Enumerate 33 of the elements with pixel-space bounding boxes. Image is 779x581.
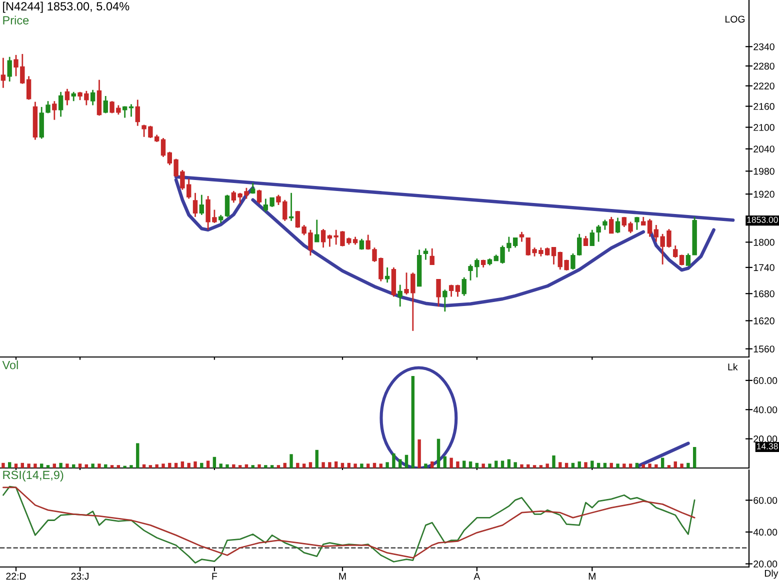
x-tick-label: M <box>339 572 346 580</box>
y-tick-label: 40.00 <box>753 528 778 536</box>
text: Dly <box>764 570 778 579</box>
y-tick-label: 2100 <box>754 124 774 131</box>
x-tick-label: F <box>212 572 218 580</box>
text: Price <box>3 16 29 24</box>
text: 14.38 <box>756 443 778 450</box>
y-axis-title: Lk <box>728 363 738 370</box>
chart-title: [N4244] 1853.00, 5.04% <box>3 2 130 13</box>
y-tick-label: 2220 <box>754 82 774 90</box>
x-tick-label: 23:J <box>71 572 88 580</box>
annotation: LOG <box>726 16 745 23</box>
x-tick-label: A <box>474 572 480 580</box>
y-tick-label: 1980 <box>754 168 774 175</box>
annotation: 1853.00 <box>747 216 778 223</box>
y-tick-label: 1800 <box>754 238 774 246</box>
y-tick-label: 1560 <box>754 346 774 352</box>
y-tick-label: 2160 <box>754 103 774 110</box>
x-tick-label: 22:D <box>6 572 26 580</box>
y-tick-label: 60.00 <box>754 496 778 504</box>
y-tick-label: 40.00 <box>753 406 778 414</box>
y-tick-label: 1740 <box>754 264 774 272</box>
chart-title: Vol <box>2 360 18 370</box>
x-tick-label: M <box>588 572 596 580</box>
y-tick-label: 1920 <box>754 190 774 198</box>
y-tick-label: 60.00 <box>754 377 778 384</box>
y-tick-label: 2040 <box>754 146 774 152</box>
chart-title: RSI(14,E,9) <box>3 470 64 482</box>
y-tick-label: 20.00 <box>754 560 778 568</box>
y-tick-label: 2340 <box>754 43 774 50</box>
y-tick-label: 1680 <box>754 290 774 298</box>
y-tick-label: 2280 <box>754 62 774 70</box>
y-tick-label: 1620 <box>754 317 774 324</box>
